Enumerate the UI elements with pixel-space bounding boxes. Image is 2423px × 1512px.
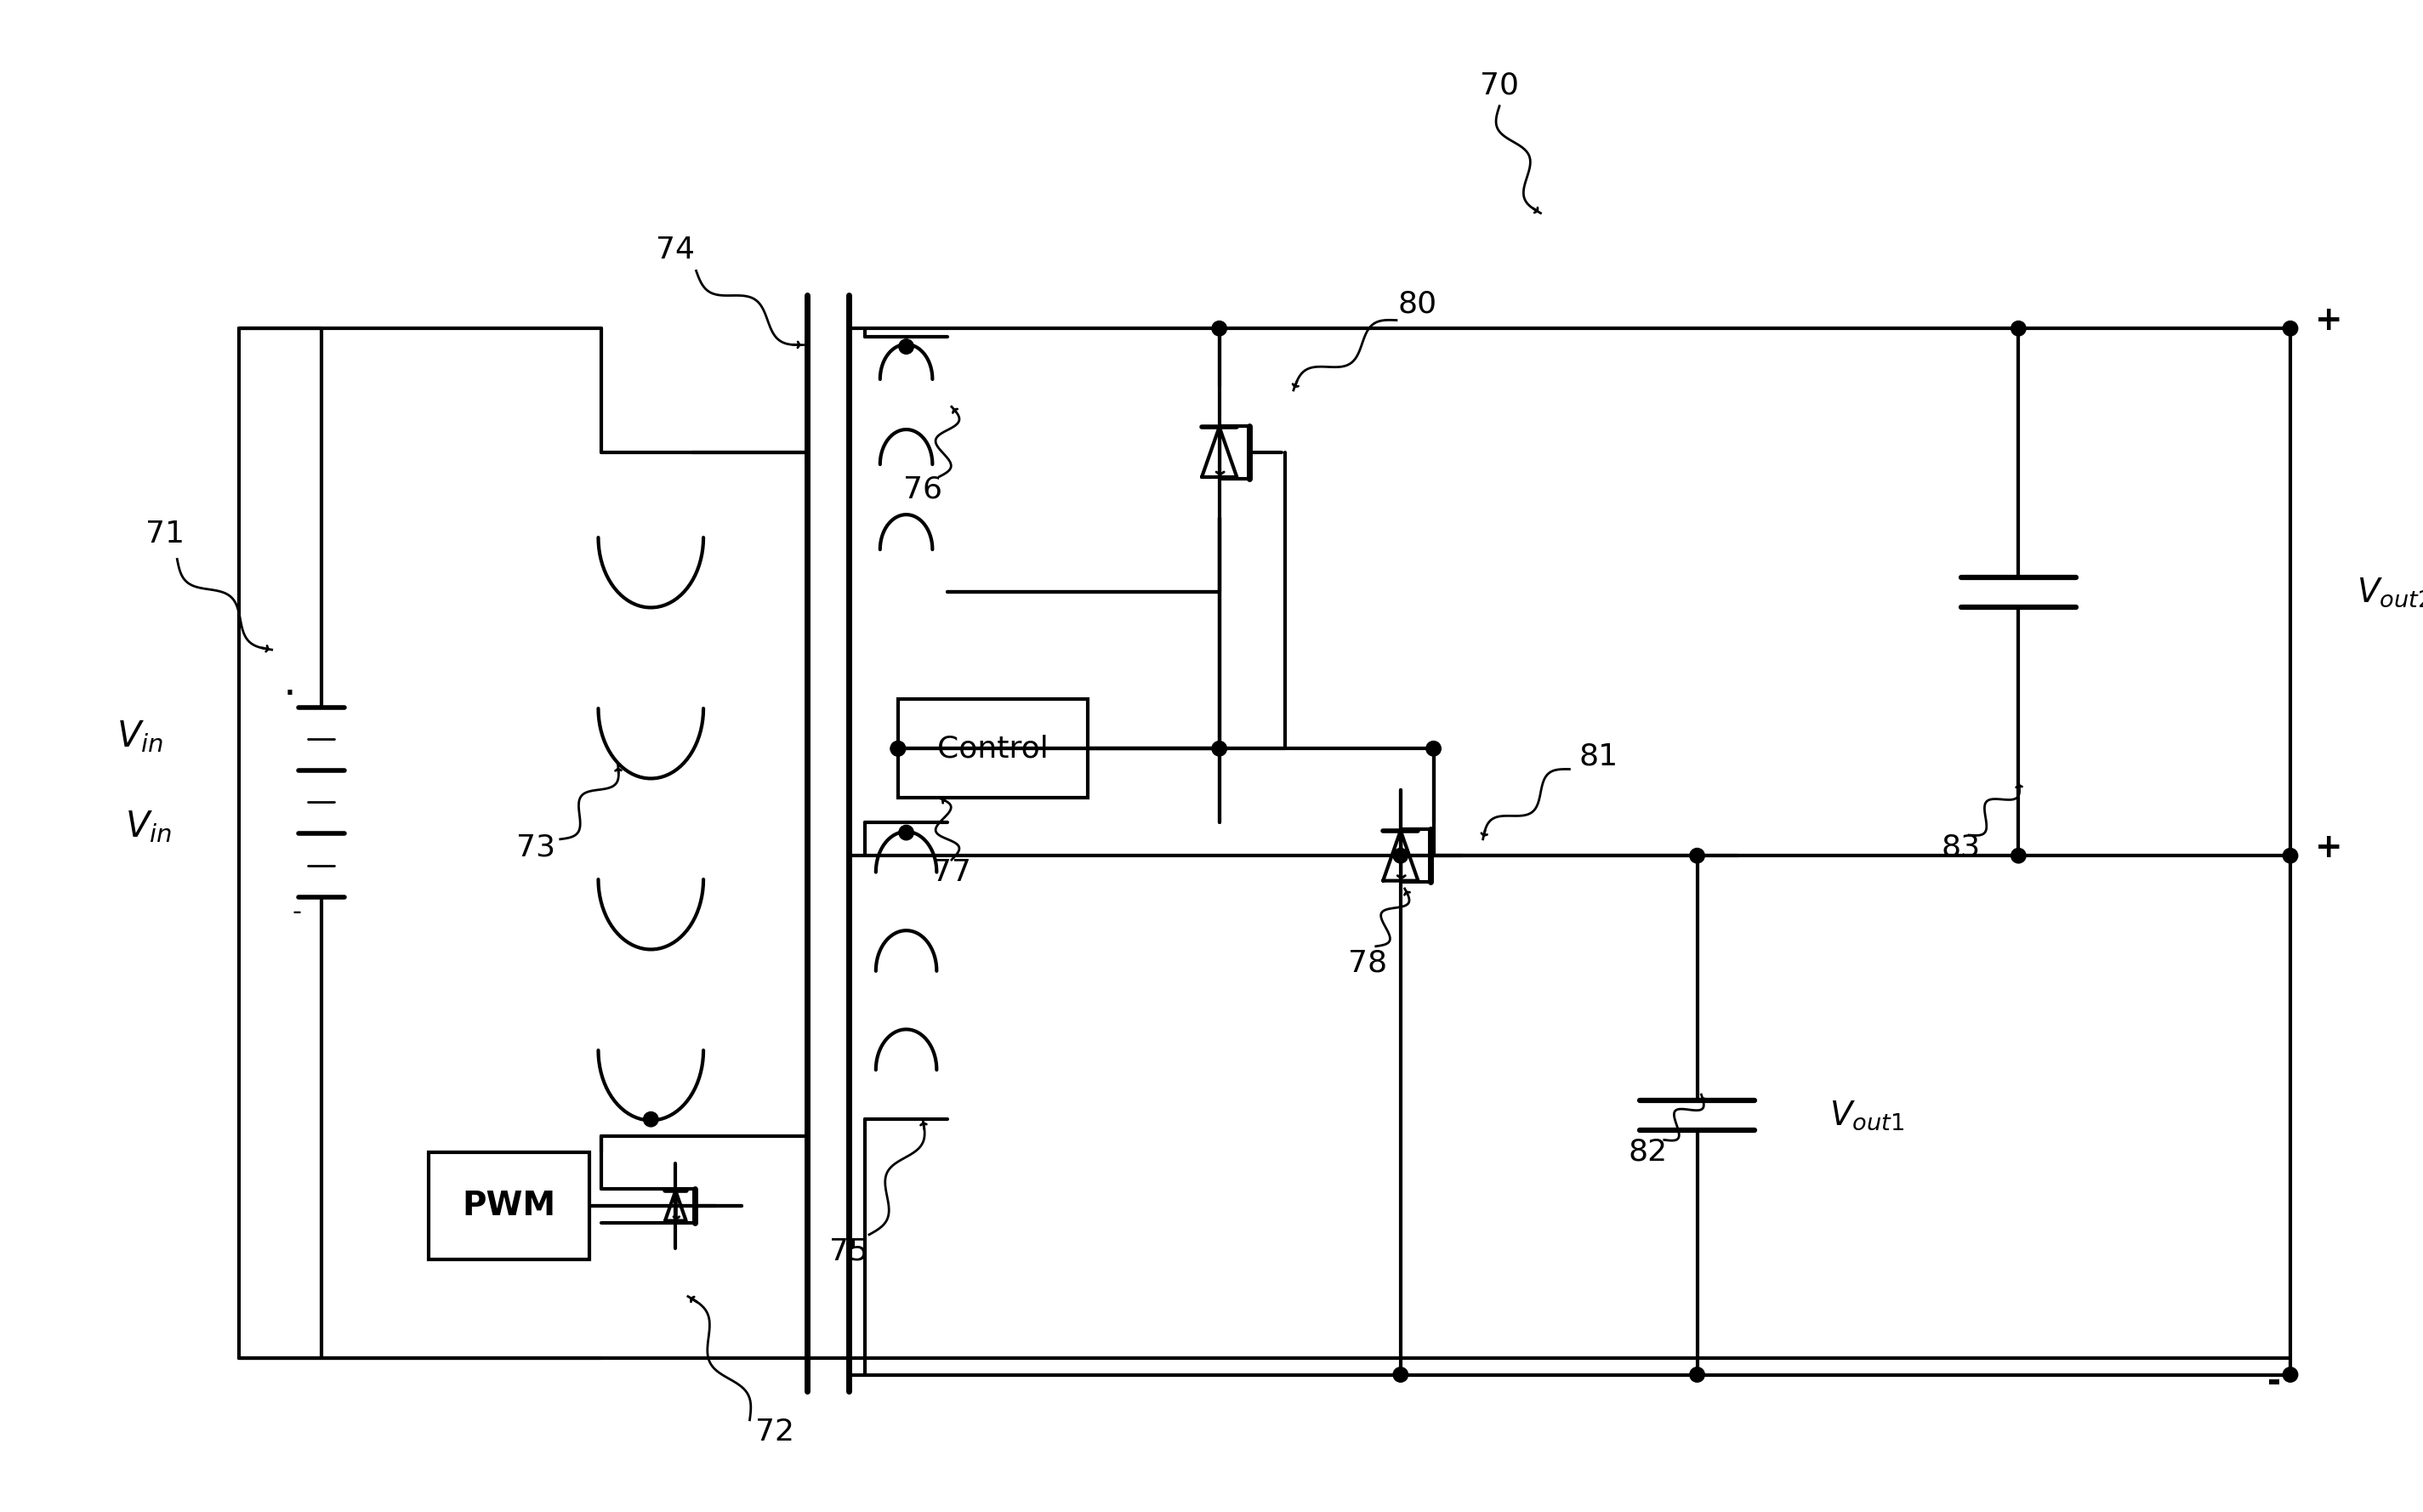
Text: -: - — [291, 900, 300, 924]
Circle shape — [2282, 321, 2297, 336]
Circle shape — [645, 1111, 659, 1126]
Text: 81: 81 — [1580, 742, 1619, 771]
Text: 83: 83 — [1941, 833, 1980, 862]
Text: +: + — [2314, 832, 2343, 863]
Text: ·: · — [283, 674, 296, 715]
Text: $V_{out2}$: $V_{out2}$ — [2355, 576, 2423, 608]
FancyBboxPatch shape — [899, 699, 1088, 798]
Circle shape — [2011, 321, 2026, 336]
Text: 71: 71 — [145, 520, 184, 549]
Circle shape — [2282, 848, 2297, 863]
Text: 73: 73 — [516, 833, 555, 862]
Circle shape — [892, 741, 906, 756]
Text: $V_{in}$: $V_{in}$ — [116, 718, 162, 754]
Circle shape — [2011, 848, 2026, 863]
Text: +: + — [2314, 304, 2343, 336]
Circle shape — [1212, 321, 1226, 336]
Text: PWM: PWM — [463, 1190, 555, 1222]
Circle shape — [899, 826, 913, 841]
Text: -: - — [2268, 1367, 2280, 1399]
Text: 70: 70 — [1480, 71, 1519, 100]
Circle shape — [1427, 741, 1442, 756]
Text: 75: 75 — [829, 1237, 867, 1266]
Circle shape — [1393, 848, 1408, 863]
Circle shape — [1689, 848, 1703, 863]
Circle shape — [2282, 1367, 2297, 1382]
Text: Control: Control — [938, 735, 1049, 764]
Text: $V_{out1}$: $V_{out1}$ — [1829, 1099, 1904, 1131]
Text: 82: 82 — [1628, 1139, 1667, 1167]
Circle shape — [1393, 1367, 1408, 1382]
Text: -: - — [2268, 1367, 2280, 1399]
Circle shape — [1689, 1367, 1703, 1382]
Text: 72: 72 — [756, 1418, 795, 1447]
Circle shape — [899, 339, 913, 354]
FancyBboxPatch shape — [429, 1152, 589, 1259]
Text: 78: 78 — [1347, 948, 1388, 977]
Text: 80: 80 — [1398, 289, 1437, 318]
Text: 76: 76 — [904, 475, 943, 503]
Circle shape — [892, 741, 906, 756]
Text: $V_{in}$: $V_{in}$ — [126, 809, 172, 845]
Text: 74: 74 — [657, 236, 695, 265]
Text: 77: 77 — [933, 857, 972, 886]
Circle shape — [1212, 741, 1226, 756]
